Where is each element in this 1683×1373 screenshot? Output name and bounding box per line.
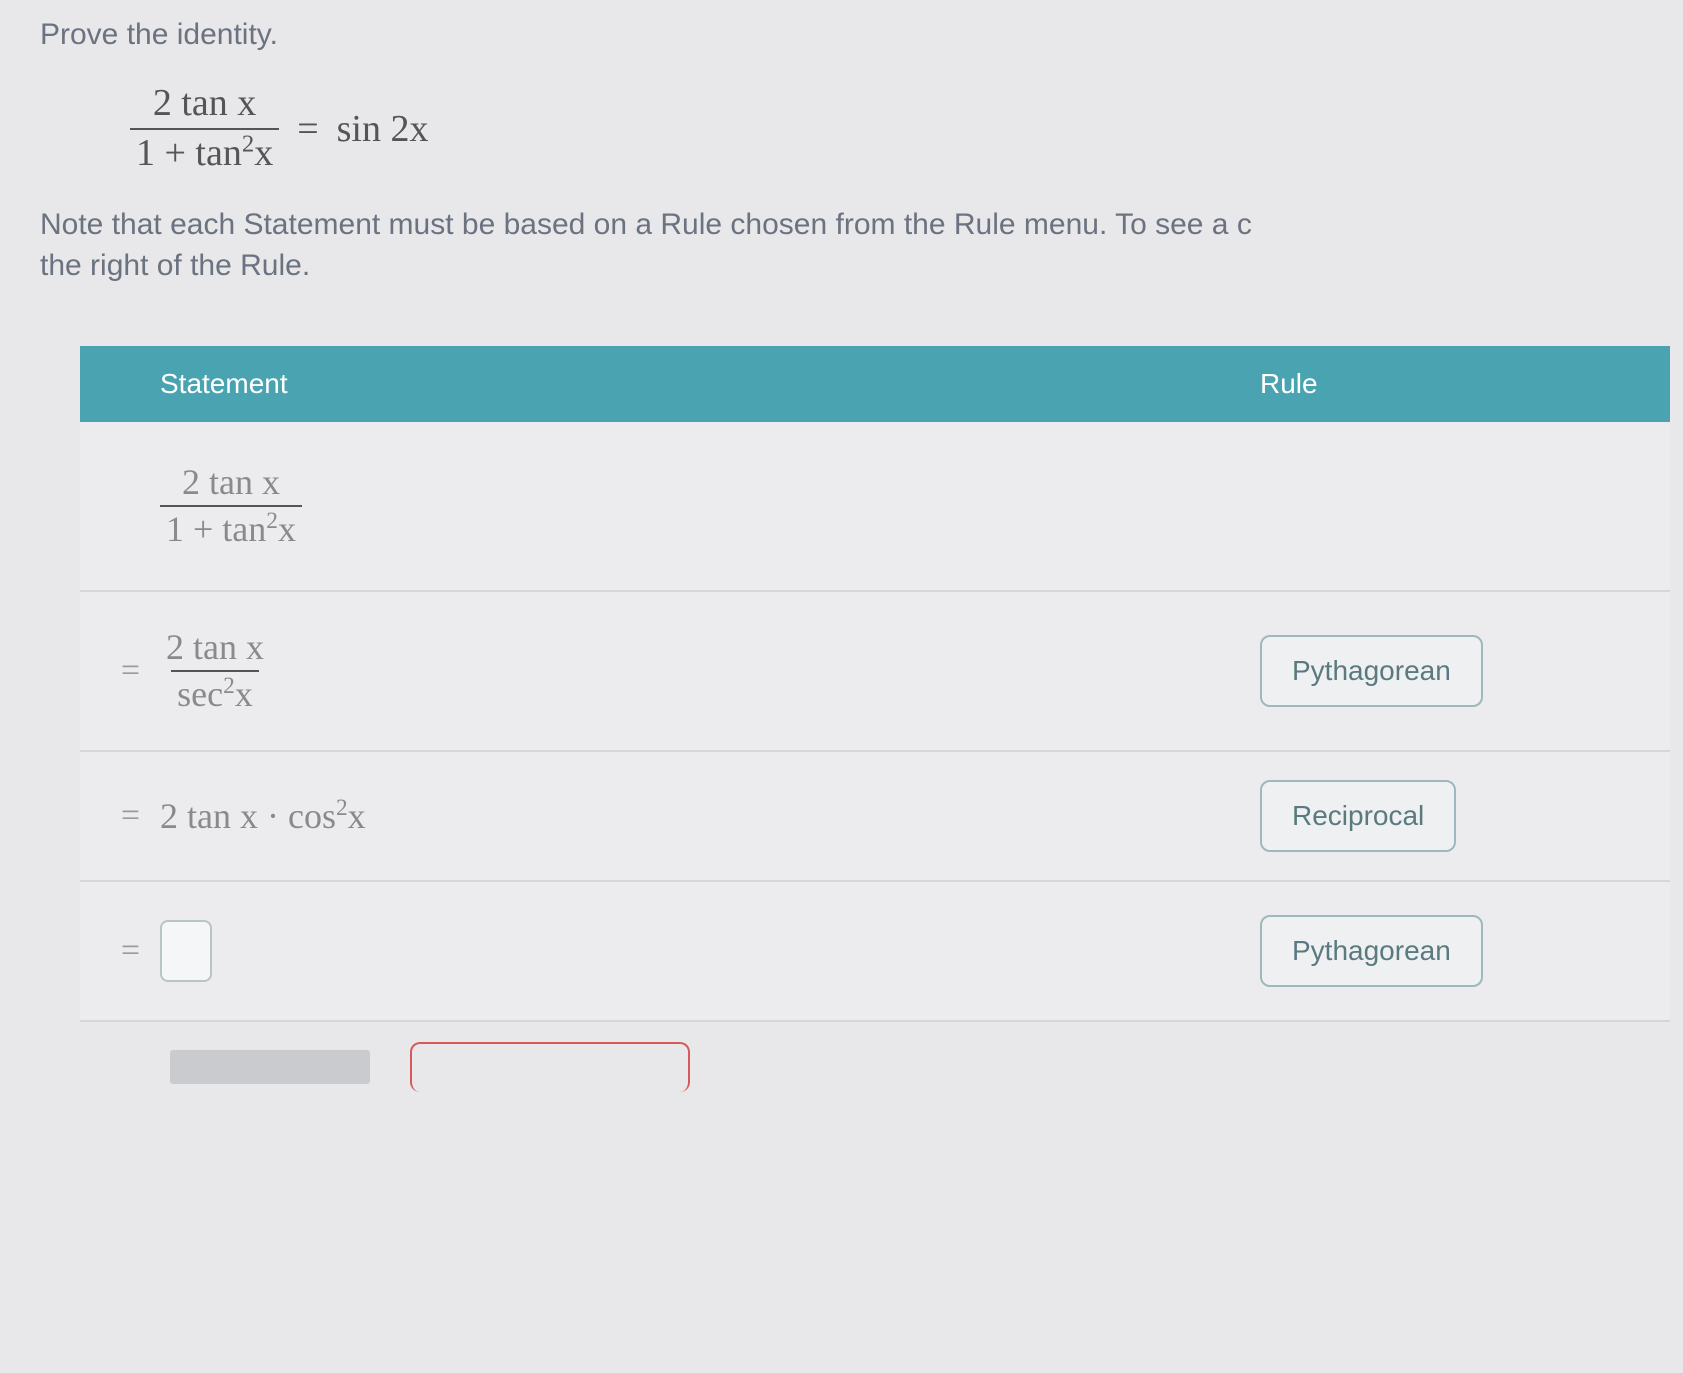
prompt-text: Prove the identity.	[0, 0, 1683, 52]
table-header: Statement Rule	[80, 346, 1670, 422]
identity-lhs-denominator: 1 + tan2x	[130, 128, 279, 176]
equals-sign: =	[297, 107, 318, 151]
table-row: = 2 tan x sec2x Pythagorean	[80, 592, 1670, 752]
rule-cell: Pythagorean	[1260, 895, 1670, 1007]
identity-rhs: sin 2x	[337, 107, 429, 151]
instruction-note: Note that each Statement must be based o…	[0, 205, 1683, 346]
statement-cell	[150, 920, 1260, 982]
header-rule: Rule	[1260, 368, 1670, 400]
proof-table: Statement Rule 2 tan x 1 + tan2x = 2 tan…	[80, 346, 1670, 1092]
statement-cell: 2 tan x · cos2x	[150, 795, 1260, 837]
identity-equation: 2 tan x 1 + tan2x = sin 2x	[0, 52, 1683, 205]
identity-lhs-numerator: 2 tan x	[147, 82, 262, 128]
rule-chip-pythagorean[interactable]: Pythagorean	[1260, 635, 1483, 707]
footer-row	[80, 1022, 1670, 1092]
rule-chip-reciprocal[interactable]: Reciprocal	[1260, 780, 1456, 852]
rule-chip-pythagorean[interactable]: Pythagorean	[1260, 915, 1483, 987]
rule-cell: Pythagorean	[1260, 615, 1670, 727]
equals-cell: =	[80, 652, 150, 690]
statement-cell: 2 tan x sec2x	[150, 627, 1260, 716]
table-row: 2 tan x 1 + tan2x	[80, 422, 1670, 592]
rule-cell: Reciprocal	[1260, 760, 1670, 872]
statement-cell: 2 tan x 1 + tan2x	[150, 462, 1260, 551]
equals-cell: =	[80, 932, 150, 970]
grey-bar	[170, 1050, 370, 1084]
rule-cell	[1260, 486, 1670, 526]
table-row: = Pythagorean	[80, 882, 1670, 1022]
validation-outline[interactable]	[410, 1042, 690, 1092]
header-statement: Statement	[80, 368, 1260, 400]
equals-cell: =	[80, 797, 150, 835]
table-row: = 2 tan x · cos2x Reciprocal	[80, 752, 1670, 882]
statement-input[interactable]	[160, 920, 212, 982]
identity-lhs-fraction: 2 tan x 1 + tan2x	[130, 82, 279, 175]
